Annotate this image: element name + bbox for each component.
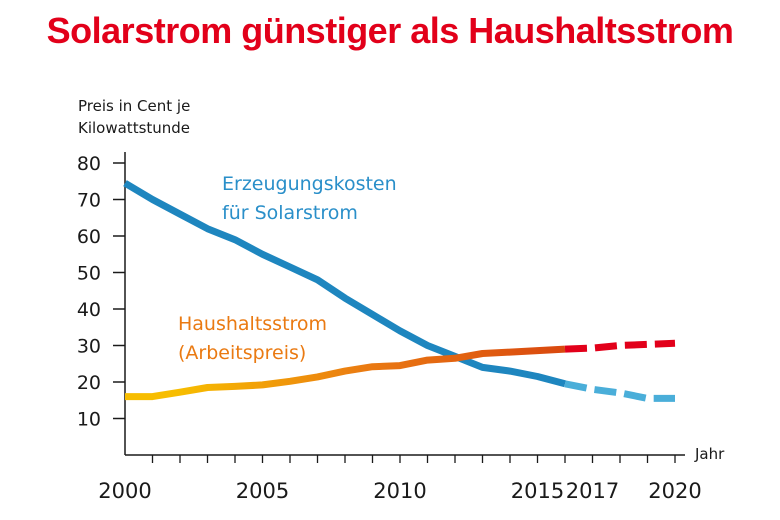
y-axis-label: Preis in Cent je Kilowattstunde	[78, 97, 191, 137]
x-tick-label-2020: 2020	[648, 479, 701, 503]
solar-series-label-line-1: Erzeugungskosten	[222, 173, 397, 195]
x-tick-label-2017: 2017	[566, 479, 619, 503]
x-tick-label-2005: 2005	[236, 479, 289, 503]
chart-title: Solarstrom günstiger als Haushaltsstrom	[46, 10, 734, 51]
y-tick-label-40: 40	[77, 299, 101, 321]
solar-projection-line	[564, 380, 675, 402]
x-axis-label: Jahr	[694, 445, 725, 463]
y-tick-label-50: 50	[77, 263, 101, 285]
solar-series-label-line-2: für Solarstrom	[222, 202, 358, 224]
household-projection-line	[564, 339, 676, 353]
household-series-label-line-1: Haushaltsstrom	[178, 313, 327, 335]
household-series-label-line-2: (Arbeitspreis)	[178, 342, 306, 364]
y-tick-label-80: 80	[77, 153, 101, 175]
y-tick-label-20: 20	[77, 372, 101, 394]
y-tick-label-30: 30	[77, 336, 101, 358]
y-tick-label-10: 10	[77, 409, 101, 431]
y-tick-label-70: 70	[77, 190, 101, 212]
solar-line	[123, 180, 566, 388]
household-line	[125, 345, 566, 401]
x-tick-label-2010: 2010	[373, 479, 426, 503]
x-tick-label-2000: 2000	[98, 479, 151, 503]
x-tick-label-2015: 2015	[511, 479, 564, 503]
y-tick-label-60: 60	[77, 226, 101, 248]
